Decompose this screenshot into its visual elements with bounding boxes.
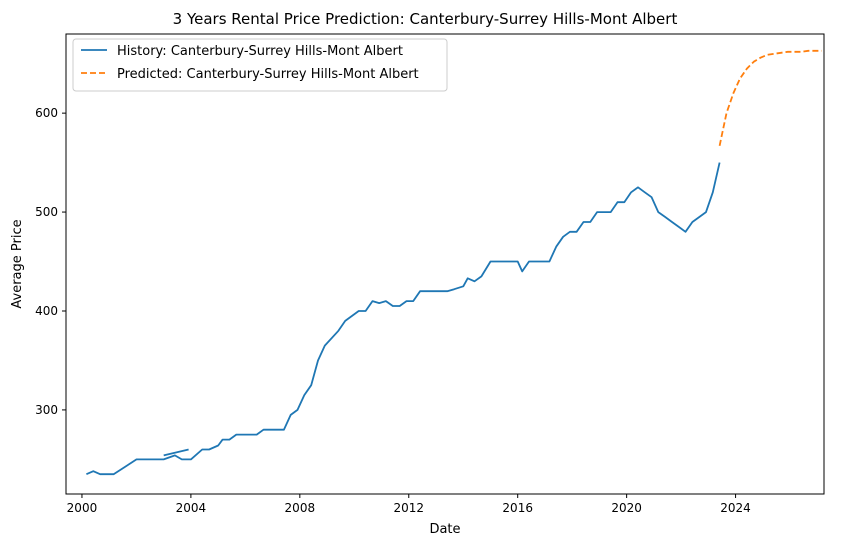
chart-title: 3 Years Rental Price Prediction: Canterb… (173, 10, 678, 28)
predicted-series-line (718, 49, 822, 146)
series-lines (86, 49, 822, 476)
x-tick-label: 2024 (720, 501, 751, 515)
legend: History: Canterbury-Surrey Hills-Mont Al… (72, 38, 448, 92)
y-axis: 300 400 500 600 (35, 106, 66, 417)
legend-label-history: History: Canterbury-Surrey Hills-Mont Al… (117, 44, 403, 59)
y-tick-label: 300 (35, 403, 58, 417)
legend-box (72, 38, 448, 92)
x-tick-label: 2004 (176, 501, 207, 515)
y-tick-label: 400 (35, 304, 58, 318)
x-tick-label: 2016 (502, 501, 533, 515)
x-tick-label: 2020 (611, 501, 642, 515)
history-series-segment (163, 448, 189, 457)
legend-label-predicted: Predicted: Canterbury-Surrey Hills-Mont … (117, 67, 419, 82)
x-tick-label: 2008 (285, 501, 316, 515)
y-axis-label: Average Price (10, 219, 25, 308)
history-series-line (86, 162, 721, 476)
y-tick-label: 500 (35, 205, 58, 219)
x-tick-label: 2012 (393, 501, 424, 515)
y-tick-label: 600 (35, 106, 58, 120)
plot-area (65, 33, 825, 495)
x-tick-label: 2000 (67, 501, 98, 515)
x-axis-label: Date (429, 522, 460, 537)
x-axis: 2000 2004 2008 2012 2016 2020 2024 (67, 494, 751, 515)
